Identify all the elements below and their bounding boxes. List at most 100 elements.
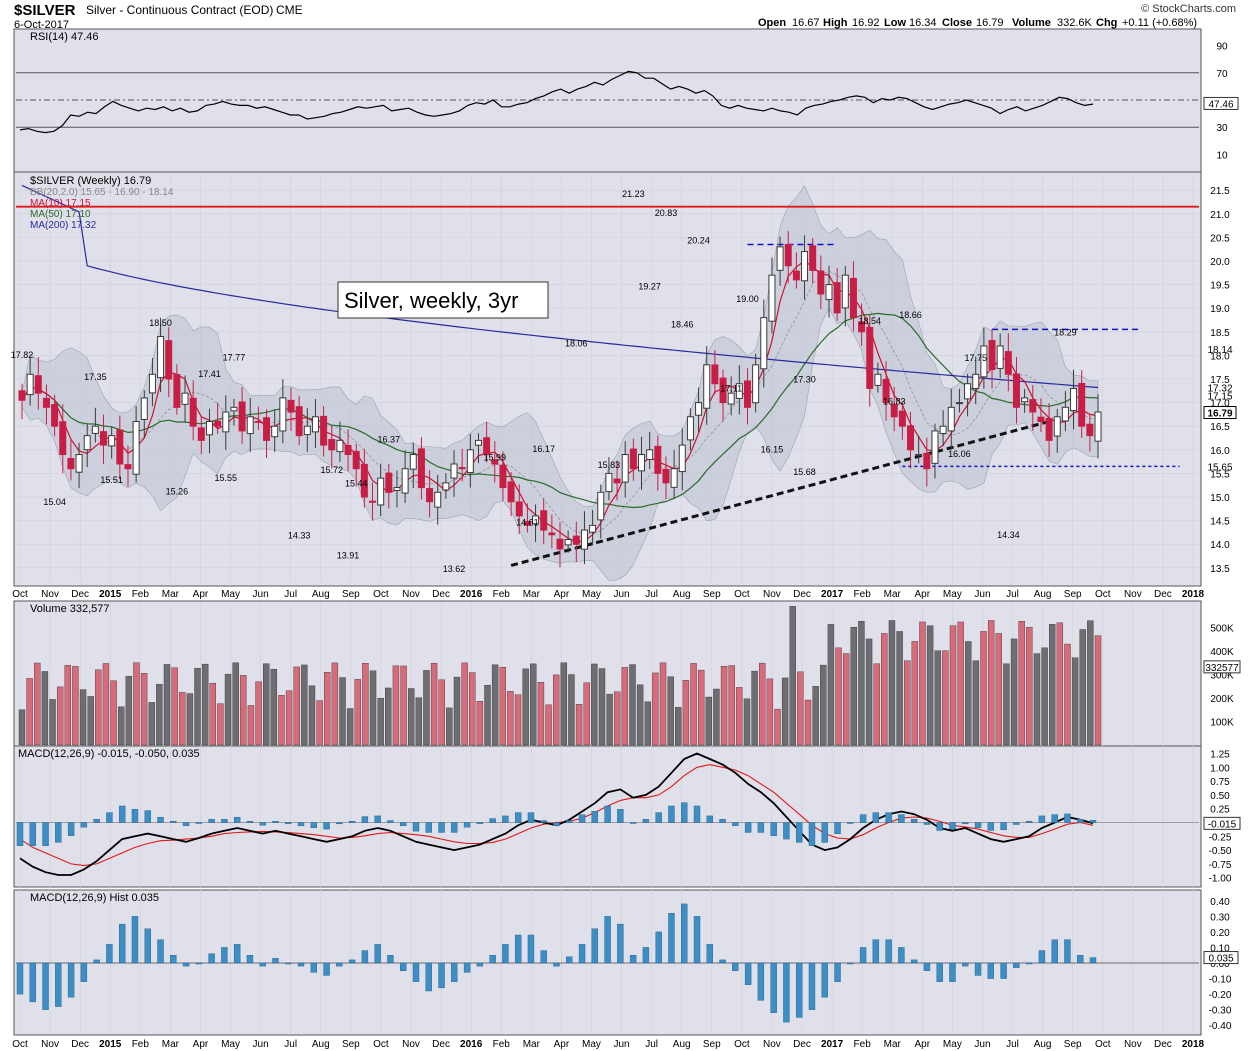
hist-bar: [285, 962, 292, 965]
volume-bar: [995, 633, 1002, 746]
candle-body: [678, 444, 686, 473]
candle-body: [752, 364, 760, 404]
volume-bar: [667, 676, 674, 746]
volume-bar: [690, 663, 697, 746]
volume-bar: [797, 671, 804, 746]
macd-hist-bar: [80, 822, 88, 828]
volume-bar: [186, 693, 194, 746]
candle-body: [344, 444, 352, 456]
volume-last-value: 332577: [1205, 663, 1239, 674]
candle-body: [271, 425, 279, 438]
price-point-label: 18.66: [899, 310, 922, 320]
macd-hist-bar: [936, 822, 943, 831]
hist-bar: [974, 962, 982, 976]
macd-hist-bar: [834, 822, 841, 834]
volume-bar: [339, 677, 346, 746]
candle-body: [181, 392, 189, 405]
candle-body: [711, 364, 719, 385]
macd-hist-bar: [744, 822, 752, 833]
bottom-x-label: Oct: [12, 1039, 28, 1050]
volume-tick-label: 300K: [1210, 671, 1234, 682]
price-point-label: 14.61: [516, 517, 539, 527]
volume-bar: [476, 701, 484, 746]
candle-body: [222, 411, 230, 433]
macd-hist-bar: [783, 822, 790, 840]
hist-bar: [438, 962, 445, 989]
macd-hist-bar: [566, 820, 573, 823]
volume-bar: [499, 666, 506, 746]
trendline-support: [510, 420, 1050, 567]
price-x-label: Feb: [854, 589, 872, 600]
macd-hist-bar: [336, 822, 343, 825]
hist-bar: [348, 959, 356, 964]
macd-hist-bar: [655, 812, 662, 823]
volume-bar: [26, 678, 33, 746]
bottom-x-label: Jun: [253, 1039, 269, 1050]
candle-body: [523, 521, 531, 526]
macd-hist-bar: [578, 814, 586, 823]
candle-body: [499, 464, 507, 489]
volume-bar: [919, 621, 926, 746]
price-x-label: Dec: [793, 589, 811, 600]
candle-body: [654, 445, 662, 474]
candle-body: [947, 406, 955, 432]
hist-bar: [936, 962, 943, 982]
volume-bar: [95, 669, 102, 746]
volume-bars-layer: [18, 606, 1102, 746]
price-x-label: Dec: [1154, 589, 1172, 600]
hist-tick-label: 0.40: [1210, 897, 1230, 908]
price-legend: BB(20,2.0) 15.65 - 16.90 - 18.14 MA(10) …: [30, 187, 174, 231]
macd-hist-bar: [949, 822, 956, 830]
price-right-label: 15.65: [1207, 462, 1232, 473]
macd-hist-bar: [872, 812, 880, 823]
volume-bar: [614, 691, 621, 746]
price-x-label: May: [582, 589, 601, 600]
volume-bar: [911, 641, 919, 746]
high-value: 16.92: [852, 17, 880, 29]
candle-body: [980, 345, 988, 378]
volume-bar: [156, 684, 163, 746]
volume-bar: [64, 665, 71, 746]
macd-last-box: [1203, 816, 1241, 830]
bottom-x-label: 2017: [821, 1039, 844, 1050]
macd-hist-bar: [387, 820, 394, 823]
candle-body: [1021, 397, 1029, 403]
macd-hist-bar: [604, 805, 611, 823]
low-label: Low: [884, 17, 906, 29]
hist-bar: [553, 962, 560, 967]
bottom-x-label: Aug: [1034, 1039, 1052, 1050]
hist-bar: [655, 931, 662, 964]
hist-bar: [783, 962, 790, 1023]
candle-body: [1012, 373, 1020, 408]
volume-bar: [125, 675, 133, 746]
price-x-label: Aug: [673, 589, 691, 600]
candle-body: [809, 245, 817, 271]
macd-hist-bar: [272, 820, 279, 823]
candle-body: [939, 425, 947, 434]
candle-body: [743, 380, 751, 408]
volume-bar: [102, 663, 110, 746]
macd-hist-bar: [962, 822, 969, 825]
hist-bar: [808, 962, 816, 1010]
macd-hist-bar: [1038, 815, 1046, 823]
candle-body: [246, 416, 254, 435]
hist-bar: [949, 962, 956, 982]
price-tick-label: 13.5: [1210, 564, 1230, 575]
volume-bar: [888, 620, 896, 746]
volume-bar: [1049, 624, 1056, 746]
macd-hist-bar: [246, 820, 254, 823]
candle-body: [336, 439, 344, 453]
bottom-x-label: Mar: [884, 1039, 902, 1050]
rsi-last-box: [1203, 96, 1239, 110]
volume-bar: [644, 701, 651, 746]
macd-hist-bar: [67, 822, 75, 836]
volume-tick-label: 200K: [1210, 694, 1234, 705]
macd-hist-bar: [182, 822, 190, 827]
high-label: High: [823, 17, 848, 29]
candle-body: [466, 449, 474, 474]
candle-body: [703, 364, 711, 409]
price-x-label: Nov: [763, 589, 781, 600]
volume-bar: [965, 641, 972, 746]
volume-bar: [820, 664, 827, 746]
bottom-x-label: Nov: [1124, 1039, 1142, 1050]
